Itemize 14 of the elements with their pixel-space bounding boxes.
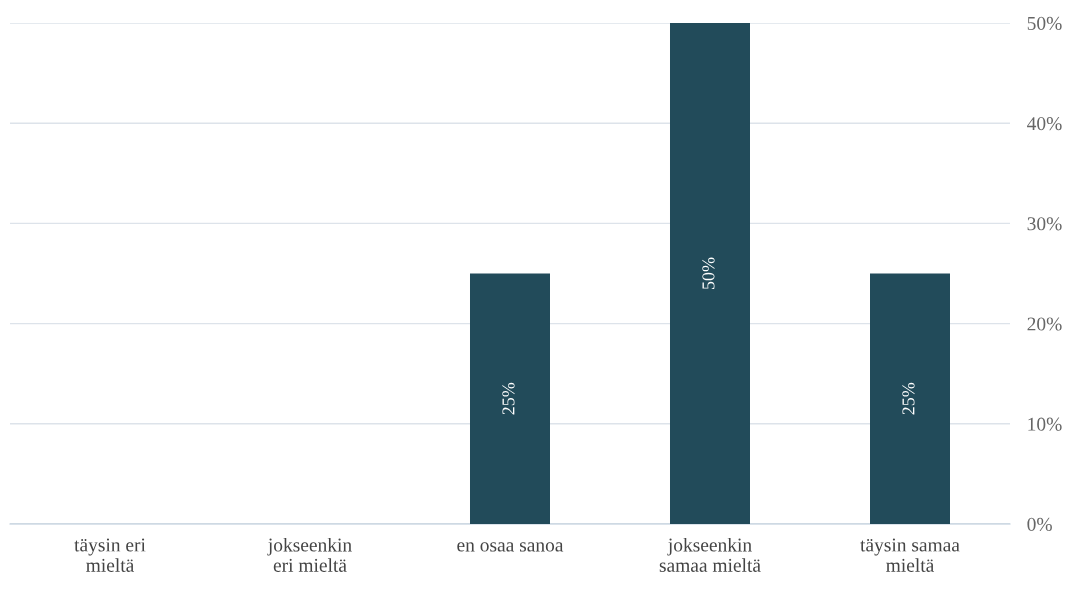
x-tick-label: jokseenkin eri mieltä xyxy=(267,537,352,572)
data-label: 50% xyxy=(702,257,715,289)
x-tick-label: täysin eri mieltä xyxy=(74,538,146,572)
y-tick-label: 0% xyxy=(1027,517,1052,531)
data-label: 25% xyxy=(502,382,515,415)
y-tick-label: 20% xyxy=(1027,317,1062,331)
data-label: 25% xyxy=(902,382,915,415)
y-tick-label: 30% xyxy=(1027,217,1062,231)
y-tick-label: 50% xyxy=(1027,16,1062,30)
y-tick-label: 10% xyxy=(1028,417,1062,431)
x-tick-label: täysin samaa mieltä xyxy=(860,538,960,572)
y-tick-label: 40% xyxy=(1027,117,1062,131)
x-tick-label: jokseenkin samaa mieltä xyxy=(659,537,761,572)
x-tick-label: en osaa sanoa xyxy=(457,542,564,552)
